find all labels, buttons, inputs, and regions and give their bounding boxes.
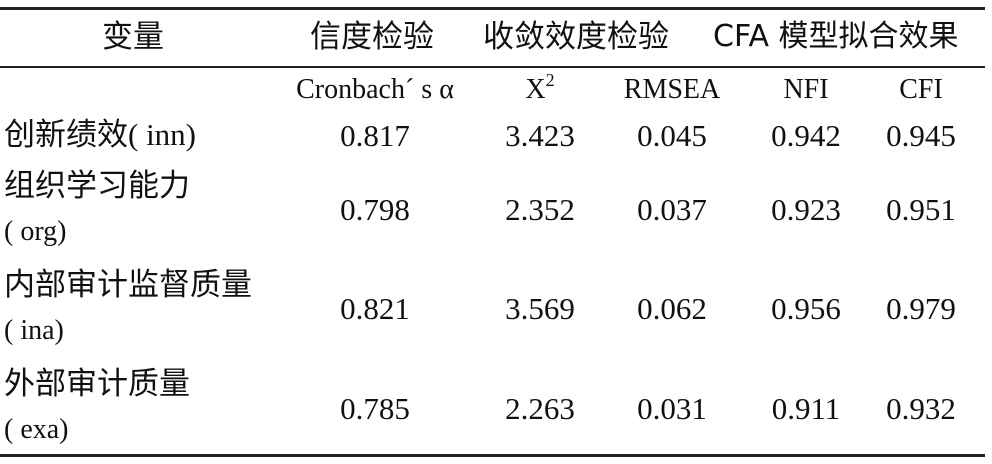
top-rule	[0, 7, 985, 10]
cell-chi2: 3.569	[505, 291, 575, 326]
bottom-rule	[0, 454, 985, 457]
header-cfa-fit: CFA 模型拟合效果	[713, 19, 959, 54]
header-variable: 变量	[102, 19, 164, 55]
row-name: 组织学习能力	[4, 168, 190, 204]
cell-alpha: 0.817	[340, 118, 410, 153]
cell-cfi: 0.979	[886, 291, 956, 326]
header-convergent-validity: 收敛效度检验	[483, 19, 669, 55]
row-code: ( org)	[4, 216, 67, 247]
row-code: ( exa)	[4, 414, 69, 445]
subheader-chi-square: X2	[525, 70, 555, 105]
cell-cfi: 0.945	[886, 118, 956, 153]
row-name: 创新绩效( inn)	[4, 117, 197, 153]
cell-cfi: 0.951	[886, 192, 956, 227]
header-rule	[0, 66, 985, 68]
cell-nfi: 0.923	[771, 192, 841, 227]
cell-nfi: 0.911	[771, 391, 841, 426]
row-name: 外部审计质量	[4, 366, 190, 402]
cell-chi2: 3.423	[505, 118, 575, 153]
cell-nfi: 0.956	[771, 291, 841, 326]
subheader-cronbach: Cronbach´ s α	[296, 74, 454, 105]
cell-alpha: 0.821	[340, 291, 410, 326]
cell-rmsea: 0.045	[637, 118, 707, 153]
cell-chi2: 2.263	[505, 391, 575, 426]
cell-chi2: 2.352	[505, 192, 575, 227]
subheader-rmsea: RMSEA	[623, 74, 721, 105]
header-reliability: 信度检验	[310, 19, 434, 55]
cell-alpha: 0.798	[340, 192, 410, 227]
cell-nfi: 0.942	[771, 118, 841, 153]
subheader-cfi: CFI	[899, 74, 943, 105]
cell-rmsea: 0.037	[637, 192, 707, 227]
subheader-nfi: NFI	[783, 74, 829, 105]
row-name: 内部审计监督质量	[4, 267, 252, 303]
cell-cfi: 0.932	[886, 391, 956, 426]
cell-rmsea: 0.062	[637, 291, 707, 326]
row-code: ( ina)	[4, 315, 64, 346]
cell-alpha: 0.785	[340, 391, 410, 426]
cell-rmsea: 0.031	[637, 391, 707, 426]
